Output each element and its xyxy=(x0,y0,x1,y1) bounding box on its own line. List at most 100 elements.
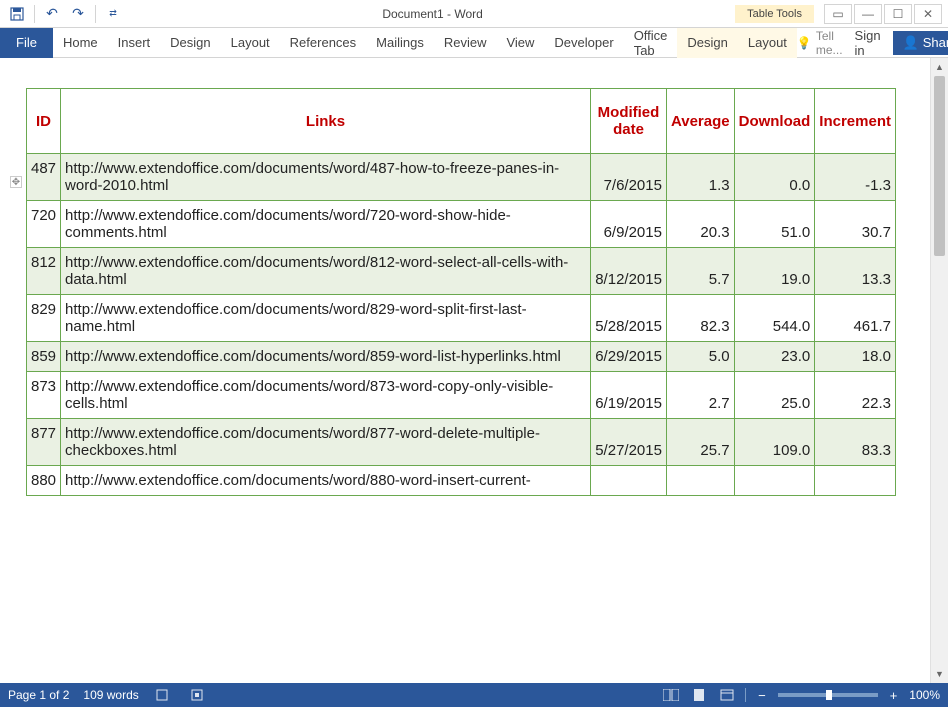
cell-id[interactable]: 487 xyxy=(27,154,61,201)
cell-date[interactable]: 7/6/2015 xyxy=(591,154,667,201)
cell-download[interactable]: 0.0 xyxy=(734,154,815,201)
header-links[interactable]: Links xyxy=(61,89,591,154)
tab-table-design[interactable]: Design xyxy=(677,28,737,58)
tab-home[interactable]: Home xyxy=(53,28,108,58)
cell-increment[interactable]: 461.7 xyxy=(815,295,896,342)
cell-date[interactable]: 5/28/2015 xyxy=(591,295,667,342)
cell-avg[interactable]: 25.7 xyxy=(666,419,734,466)
header-id[interactable]: ID xyxy=(27,89,61,154)
cell-date[interactable]: 8/12/2015 xyxy=(591,248,667,295)
tab-insert[interactable]: Insert xyxy=(108,28,161,58)
cell-date[interactable]: 5/27/2015 xyxy=(591,419,667,466)
table-row[interactable]: 873http://www.extendoffice.com/documents… xyxy=(27,372,896,419)
cell-avg[interactable]: 82.3 xyxy=(666,295,734,342)
web-layout-icon[interactable] xyxy=(717,687,737,703)
zoom-level[interactable]: 100% xyxy=(909,688,940,702)
zoom-slider-thumb[interactable] xyxy=(826,690,832,700)
table-row[interactable]: 829http://www.extendoffice.com/documents… xyxy=(27,295,896,342)
cell-id[interactable]: 873 xyxy=(27,372,61,419)
header-modified-date[interactable]: Modified date xyxy=(591,89,667,154)
tab-design[interactable]: Design xyxy=(160,28,220,58)
file-tab[interactable]: File xyxy=(0,28,53,58)
cell-download[interactable]: 25.0 xyxy=(734,372,815,419)
tab-table-layout[interactable]: Layout xyxy=(738,28,797,58)
cell-date[interactable]: 6/29/2015 xyxy=(591,342,667,372)
cell-link[interactable]: http://www.extendoffice.com/documents/wo… xyxy=(61,466,591,496)
cell-increment[interactable]: 83.3 xyxy=(815,419,896,466)
ribbon-display-options-icon[interactable]: ▭ xyxy=(824,4,852,24)
page-indicator[interactable]: Page 1 of 2 xyxy=(8,688,69,702)
header-download[interactable]: Download xyxy=(734,89,815,154)
cell-link[interactable]: http://www.extendoffice.com/documents/wo… xyxy=(61,419,591,466)
scroll-down-icon[interactable]: ▼ xyxy=(931,665,948,683)
vertical-scrollbar[interactable]: ▲ ▼ xyxy=(930,58,948,683)
scroll-thumb[interactable] xyxy=(934,76,945,256)
cell-avg[interactable]: 2.7 xyxy=(666,372,734,419)
cell-download[interactable]: 51.0 xyxy=(734,201,815,248)
tab-review[interactable]: Review xyxy=(434,28,497,58)
qat-customize-icon[interactable]: ⇄ xyxy=(102,3,124,25)
cell-avg[interactable]: 5.7 xyxy=(666,248,734,295)
cell-link[interactable]: http://www.extendoffice.com/documents/wo… xyxy=(61,154,591,201)
tab-mailings[interactable]: Mailings xyxy=(366,28,434,58)
cell-avg[interactable]: 1.3 xyxy=(666,154,734,201)
cell-download[interactable]: 544.0 xyxy=(734,295,815,342)
document-content[interactable]: ✥ ID Links Modified date Average Downloa… xyxy=(0,58,930,683)
cell-increment[interactable]: 18.0 xyxy=(815,342,896,372)
word-count[interactable]: 109 words xyxy=(83,688,138,702)
cell-link[interactable]: http://www.extendoffice.com/documents/wo… xyxy=(61,248,591,295)
cell-id[interactable]: 859 xyxy=(27,342,61,372)
tell-me-search[interactable]: 💡 Tell me... xyxy=(797,29,843,57)
data-table[interactable]: ID Links Modified date Average Download … xyxy=(26,88,896,496)
zoom-in-button[interactable]: + xyxy=(886,688,902,703)
zoom-slider[interactable] xyxy=(778,693,878,697)
cell-link[interactable]: http://www.extendoffice.com/documents/wo… xyxy=(61,342,591,372)
header-average[interactable]: Average xyxy=(666,89,734,154)
tab-developer[interactable]: Developer xyxy=(544,28,623,58)
cell-date[interactable]: 6/9/2015 xyxy=(591,201,667,248)
table-row[interactable]: 877http://www.extendoffice.com/documents… xyxy=(27,419,896,466)
header-increment[interactable]: Increment xyxy=(815,89,896,154)
tab-layout[interactable]: Layout xyxy=(221,28,280,58)
tab-view[interactable]: View xyxy=(496,28,544,58)
scroll-up-icon[interactable]: ▲ xyxy=(931,58,948,76)
table-move-handle-icon[interactable]: ✥ xyxy=(10,176,22,188)
close-icon[interactable]: ✕ xyxy=(914,4,942,24)
cell-download[interactable]: 19.0 xyxy=(734,248,815,295)
table-row[interactable]: 812http://www.extendoffice.com/documents… xyxy=(27,248,896,295)
cell-avg[interactable] xyxy=(666,466,734,496)
cell-increment[interactable]: 13.3 xyxy=(815,248,896,295)
cell-avg[interactable]: 5.0 xyxy=(666,342,734,372)
cell-avg[interactable]: 20.3 xyxy=(666,201,734,248)
cell-link[interactable]: http://www.extendoffice.com/documents/wo… xyxy=(61,295,591,342)
print-layout-icon[interactable] xyxy=(689,687,709,703)
cell-link[interactable]: http://www.extendoffice.com/documents/wo… xyxy=(61,372,591,419)
cell-date[interactable] xyxy=(591,466,667,496)
cell-link[interactable]: http://www.extendoffice.com/documents/wo… xyxy=(61,201,591,248)
cell-id[interactable]: 877 xyxy=(27,419,61,466)
cell-download[interactable] xyxy=(734,466,815,496)
spell-check-icon[interactable] xyxy=(153,687,173,703)
minimize-icon[interactable]: — xyxy=(854,4,882,24)
sign-in-link[interactable]: Sign in xyxy=(847,28,889,58)
cell-id[interactable]: 812 xyxy=(27,248,61,295)
scroll-track[interactable] xyxy=(931,76,948,665)
table-row[interactable]: 487http://www.extendoffice.com/documents… xyxy=(27,154,896,201)
tab-office-tab[interactable]: Office Tab xyxy=(624,28,678,58)
cell-id[interactable]: 880 xyxy=(27,466,61,496)
cell-id[interactable]: 720 xyxy=(27,201,61,248)
cell-download[interactable]: 23.0 xyxy=(734,342,815,372)
macro-recording-icon[interactable] xyxy=(187,687,207,703)
table-row[interactable]: 720http://www.extendoffice.com/documents… xyxy=(27,201,896,248)
cell-download[interactable]: 109.0 xyxy=(734,419,815,466)
cell-date[interactable]: 6/19/2015 xyxy=(591,372,667,419)
cell-increment[interactable]: 22.3 xyxy=(815,372,896,419)
redo-icon[interactable]: ↷ xyxy=(67,3,89,25)
cell-increment[interactable]: 30.7 xyxy=(815,201,896,248)
read-mode-icon[interactable] xyxy=(661,687,681,703)
undo-icon[interactable]: ↶ xyxy=(41,3,63,25)
maximize-icon[interactable]: ☐ xyxy=(884,4,912,24)
tab-references[interactable]: References xyxy=(280,28,366,58)
cell-increment[interactable]: -1.3 xyxy=(815,154,896,201)
cell-increment[interactable] xyxy=(815,466,896,496)
